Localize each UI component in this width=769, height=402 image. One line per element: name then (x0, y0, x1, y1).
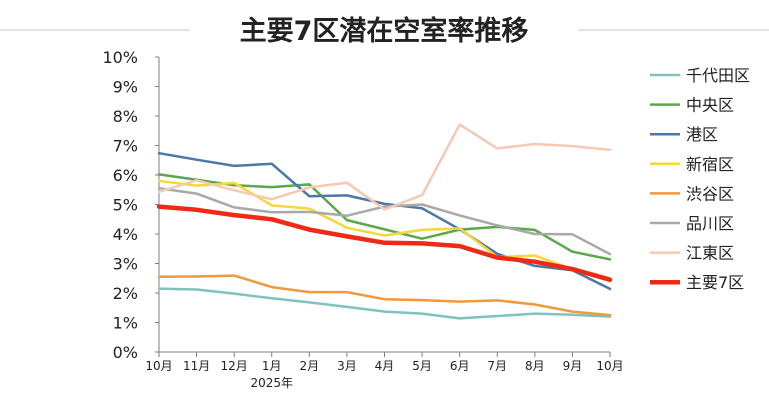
y-tick-label: 2% (113, 284, 138, 303)
y-tick-label: 5% (113, 196, 138, 215)
x-tick-label: 7月 (487, 359, 507, 373)
legend-label-0: 千代田区 (686, 66, 750, 85)
legend-label-5: 品川区 (686, 214, 734, 233)
x-tick-label: 3月 (337, 359, 357, 373)
y-axis: 0% 1% 2% 3% 4% 5% 6% 7% 8% 9% 10% (102, 48, 160, 362)
series-line-4 (157, 274, 612, 317)
legend-label-7: 主要7区 (686, 273, 744, 292)
y-tick-label: 9% (113, 78, 138, 97)
y-tick-label: 7% (113, 137, 138, 156)
y-tick-label: 3% (113, 255, 138, 274)
y-tick-label: 10% (102, 48, 138, 67)
x-tick-label: 8月 (525, 359, 545, 373)
series-line-1 (157, 173, 612, 261)
series-line-0 (157, 287, 612, 320)
x-tick-label: 2月 (300, 359, 320, 373)
y-tick-label: 1% (113, 314, 138, 333)
x-tick-label: 6月 (450, 359, 470, 373)
x-year-label: 2025年 (250, 376, 293, 390)
x-tick-label: 4月 (375, 359, 395, 373)
x-tick-label: 5月 (412, 359, 432, 373)
series-line-5 (157, 187, 612, 256)
y-tick-label: 8% (113, 107, 138, 126)
x-tick-label: 10月 (596, 359, 623, 373)
legend-label-4: 渋谷区 (686, 184, 734, 203)
y-tick-label: 0% (113, 343, 138, 362)
chart-title: 主要7区潜在空室率推移 (240, 15, 529, 47)
series-line-6 (157, 123, 612, 211)
series-line-2 (157, 151, 612, 291)
x-tick-label: 12月 (221, 359, 248, 373)
legend-label-2: 港区 (686, 125, 718, 144)
y-tick-label: 6% (113, 166, 138, 185)
legend-label-3: 新宿区 (686, 155, 734, 174)
x-tick-label: 9月 (563, 359, 583, 373)
x-tick-label: 10月 (145, 359, 172, 373)
x-tick-label: 11月 (183, 359, 210, 373)
series-line-7 (156, 204, 613, 282)
series-line-3 (157, 179, 612, 283)
legend-label-1: 中央区 (686, 96, 734, 115)
x-tick-label: 1月 (262, 359, 282, 373)
legend-label-6: 江東区 (686, 244, 734, 263)
y-tick-label: 4% (113, 225, 138, 244)
series-lines (156, 123, 613, 320)
x-axis: 10月 11月 12月 1月 2月 3月 4月 5月 6月 7月 8月 9月 10月 2025年 (145, 351, 624, 390)
